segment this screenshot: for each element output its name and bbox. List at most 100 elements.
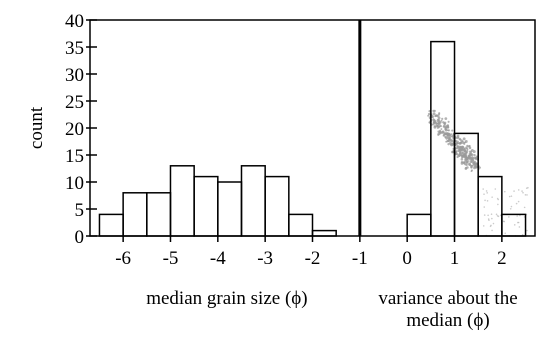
stipple-dot (445, 132, 449, 136)
stipple-dot (509, 208, 512, 210)
x-tick-label: -4 (210, 248, 226, 269)
stipple-dot (458, 154, 461, 157)
stipple-dot (469, 153, 472, 156)
stipple-dot (458, 148, 462, 152)
stipple-dot (456, 140, 459, 144)
stipple-dot (499, 214, 502, 217)
stipple-dot (433, 125, 437, 129)
stipple-dot (522, 191, 524, 194)
stipple-dot (516, 215, 518, 217)
stipple-dot (447, 142, 450, 146)
bar-panel1-7 (264, 175, 290, 237)
bar-panel1-3 (169, 165, 195, 237)
stipple-dot (496, 215, 499, 217)
plot-frame (89, 19, 536, 237)
stipple-dot (518, 226, 521, 228)
stipple-dot (435, 124, 438, 127)
stipple-dot (447, 120, 450, 123)
stipple-dot (491, 229, 493, 232)
stipple-dot (459, 138, 462, 141)
stipple-dot (496, 197, 499, 200)
bar-panel1-6 (240, 165, 266, 237)
stipple-dot (469, 160, 473, 163)
stipple-dot (464, 155, 468, 158)
stipple-dot (521, 190, 523, 192)
stipple-dot (497, 203, 499, 206)
y-tick-label: 30 (65, 65, 84, 86)
stipple-dot (446, 139, 450, 143)
stipple-dot (484, 199, 486, 202)
stipple-dot (485, 190, 488, 192)
y-tick-label: 10 (65, 173, 84, 194)
stipple-dot (526, 229, 528, 232)
stipple-dot (503, 190, 506, 193)
stipple-dot (460, 146, 462, 148)
stipple-dot (508, 216, 510, 218)
stipple-dot (451, 129, 454, 132)
bar-panel1-4 (193, 175, 219, 237)
stipple-dot (469, 157, 473, 160)
stipple-dot (457, 136, 460, 139)
y-tick-label: 40 (65, 11, 84, 32)
bar-panel1-1 (122, 192, 148, 237)
stipple-dot (441, 130, 445, 134)
stipple-dot (436, 119, 440, 123)
stipple-dot (446, 129, 449, 131)
x-tick-label: -6 (115, 248, 131, 269)
stipple-dot (437, 116, 441, 120)
stipple-dot (434, 120, 437, 124)
y-tick-label: 15 (65, 146, 84, 167)
stipple-dot (437, 133, 440, 136)
stipple-dot (470, 169, 473, 172)
stipple-dot (478, 166, 481, 169)
y-tick-label: 20 (65, 119, 84, 140)
stipple-dot (472, 150, 476, 154)
stipple-dot (489, 225, 492, 228)
bar-panel1-5 (217, 181, 243, 237)
bar-panel1-2 (146, 192, 172, 237)
stipple-dot (492, 222, 495, 225)
stipple-dot (475, 165, 478, 169)
stipple-dot (491, 196, 493, 198)
y-axis-title: count (26, 106, 47, 149)
x-tick-label: -3 (257, 248, 273, 269)
stipple-dot (483, 193, 485, 195)
stipple-dot (515, 202, 518, 205)
stipple-dot (427, 114, 430, 117)
stipple-dot (443, 121, 447, 125)
stipple-dot (466, 144, 469, 147)
stipple-dot (446, 125, 450, 129)
x-tick-label: -2 (305, 248, 321, 269)
x-tick-label: 2 (497, 248, 507, 269)
stipple-dot (482, 225, 485, 227)
stipple-dot (461, 145, 465, 149)
stipple-dot (513, 224, 516, 226)
x-axis-title-right-line-2: median (ϕ) (406, 310, 489, 331)
stipple-dot (486, 192, 489, 194)
stipple-dot (437, 126, 441, 129)
stipple-dot (465, 150, 469, 154)
stipple-dot (465, 163, 468, 167)
x-tick-label: 1 (450, 248, 460, 269)
stipple-dot (456, 145, 459, 148)
stipple-dot (431, 115, 434, 119)
stipple-dot (445, 140, 448, 143)
stipple-dot (490, 213, 493, 216)
stipple-dot (458, 141, 462, 145)
stipple-dot (494, 188, 497, 190)
stipple-dot (510, 195, 513, 197)
stipple-dot (468, 146, 472, 150)
stipple-dot (456, 155, 459, 159)
x-tick-label: 0 (402, 248, 412, 269)
x-tick-label: -1 (352, 248, 368, 269)
stipple-dot (460, 157, 464, 161)
y-tick-label: 0 (75, 227, 85, 248)
stipple-dot (435, 114, 438, 117)
stipple-dot (464, 166, 468, 169)
stipple-dot (427, 112, 431, 116)
stipple-dot (470, 166, 473, 169)
stipple-dot (508, 195, 511, 198)
stipple-dot (439, 131, 442, 135)
